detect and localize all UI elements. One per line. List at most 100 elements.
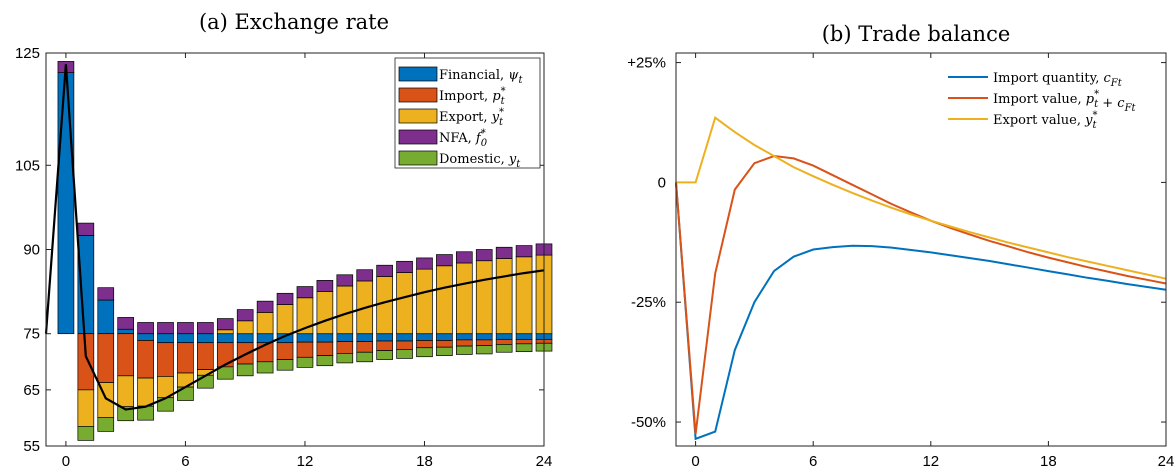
- val-line: [675, 154, 1167, 435]
- import-bar: [456, 339, 473, 347]
- export-bar: [316, 291, 334, 335]
- legend-label: Domestic, yt: [439, 152, 521, 170]
- domestic-bar: [396, 349, 413, 359]
- y-tick-label: 75: [23, 326, 40, 343]
- exchange-rate-title: (a) Exchange rate: [199, 10, 389, 34]
- legend-label: Financial, ψt: [439, 68, 524, 86]
- x-tick-label: 6: [181, 453, 189, 470]
- y-tick-label: 55: [23, 438, 40, 455]
- financial-bar: [376, 333, 393, 342]
- export-bar: [416, 268, 433, 335]
- domestic-bar: [77, 426, 95, 441]
- nfa-bar: [157, 322, 174, 335]
- domestic-bar: [515, 343, 533, 353]
- export-bar: [456, 262, 473, 335]
- legend-label: Import, p* t: [439, 86, 506, 107]
- exchange-rate-line: [44, 64, 545, 411]
- import-bar: [216, 342, 234, 368]
- import-bar: [475, 339, 493, 346]
- domestic-bar: [475, 345, 493, 355]
- financial-bar: [216, 333, 234, 344]
- nfa-bar: [356, 269, 374, 282]
- financial-bar: [236, 333, 254, 344]
- legend-label: NFA, f* 0: [439, 128, 488, 149]
- domestic-bar: [356, 351, 374, 363]
- nfa-bar: [376, 264, 393, 277]
- domestic-bar: [276, 359, 294, 371]
- y-tick-label: 90: [23, 242, 40, 259]
- export-bar: [137, 377, 154, 407]
- export-bar: [376, 276, 393, 335]
- y-tick-label: 65: [23, 382, 40, 399]
- import-bar: [157, 342, 174, 377]
- legend-swatch: [398, 87, 438, 103]
- financial-bar: [495, 333, 513, 340]
- domestic-bar: [416, 347, 433, 358]
- nfa-bar: [316, 280, 334, 292]
- export-bar: [117, 375, 134, 408]
- import-bar: [495, 338, 513, 345]
- legend-label: Export value, y* t: [993, 110, 1097, 131]
- financial-bar: [157, 333, 174, 344]
- financial-bar: [336, 333, 354, 342]
- axes-box: [675, 52, 1167, 447]
- y-tick-label: -50%: [631, 414, 666, 431]
- nfa-bar: [436, 254, 453, 267]
- x-tick-label: 6: [809, 453, 817, 470]
- financial-bar: [396, 333, 413, 342]
- nfa-bar: [97, 287, 115, 301]
- nfa-bar: [177, 322, 194, 335]
- legend-label: Import quantity, cFt: [993, 71, 1123, 89]
- domestic-bar: [117, 406, 134, 422]
- domestic-bar: [236, 363, 254, 377]
- export-bar: [236, 320, 254, 335]
- financial-bar: [97, 299, 115, 335]
- domestic-bar: [495, 344, 513, 353]
- domestic-bar: [316, 355, 334, 367]
- nfa-bar: [216, 318, 234, 331]
- financial-bar: [356, 333, 374, 342]
- x-tick-label: 12: [297, 453, 314, 470]
- x-tick-label: 24: [536, 453, 553, 470]
- exp-line: [676, 116, 1167, 280]
- export-bar: [336, 285, 354, 335]
- financial-bar: [137, 333, 154, 341]
- domestic-bar: [197, 374, 214, 389]
- exchange-rate-axes: 55 65 75 90 105 125 0 6 12 18 24: [15, 45, 552, 470]
- import-bar: [117, 333, 134, 377]
- trade-balance-lines: [675, 116, 1167, 441]
- exchange-rate-path: [44, 64, 545, 411]
- trade-balance-title: (b) Trade balance: [822, 22, 1011, 46]
- financial-bar: [515, 333, 533, 340]
- domestic-bar: [256, 361, 274, 374]
- nfa-bar: [456, 251, 473, 264]
- legend-swatch: [398, 108, 438, 124]
- financial-bar: [475, 333, 493, 341]
- export-bar: [436, 265, 453, 335]
- domestic-bar: [436, 346, 453, 356]
- import-bar: [515, 338, 533, 345]
- export-bar: [515, 256, 533, 335]
- y-tick-label: 0: [658, 174, 666, 191]
- legend-swatch: [398, 129, 438, 145]
- y-tick-label: +25%: [627, 55, 666, 72]
- legend-swatch: [398, 150, 438, 166]
- financial-bar: [316, 333, 334, 343]
- export-bar: [77, 389, 95, 427]
- x-tick-label: 0: [691, 453, 699, 470]
- trade-balance-axes: -50% -25% 0 +25% 0 6 12 18 24: [627, 53, 1174, 470]
- nfa-bar: [296, 286, 314, 299]
- qty-line: [675, 182, 1167, 441]
- import-bar: [296, 341, 314, 358]
- import-bar: [396, 340, 413, 350]
- import-bar: [416, 340, 433, 349]
- exchange-rate-frame: [45, 52, 545, 447]
- y-tick-label: -25%: [631, 294, 666, 311]
- export-bar: [475, 260, 493, 335]
- nfa-bar: [137, 322, 154, 335]
- financial-bar: [117, 328, 134, 335]
- financial-bar: [177, 333, 194, 344]
